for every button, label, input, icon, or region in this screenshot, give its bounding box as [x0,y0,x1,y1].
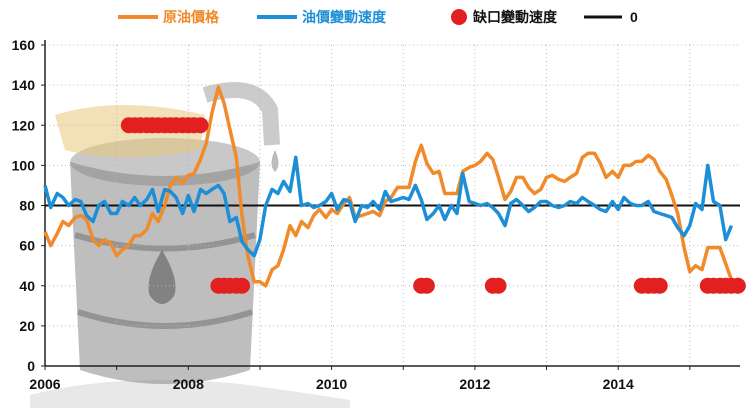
legend-label-gap-speed: 缺口變動速度 [473,9,558,25]
oil-drop-icon [148,250,176,304]
x-tick-label: 2006 [29,376,60,392]
oil-barrel-background [30,82,350,408]
gap-speed-dot [418,277,435,294]
gap-speed-dot [490,277,507,294]
y-tick-label: 140 [12,77,36,93]
gap-speed-dot [234,277,251,294]
y-tick-label: 40 [19,278,35,294]
oil-drip-icon [271,150,279,172]
gap-speed-dot [729,277,746,294]
legend: 原油價格 油價變動速度 缺口變動速度 0 [118,9,638,25]
axes: 0 20 40 60 80 100 120 140 160 2006 2008 2010 2012 201… [12,37,740,392]
legend-swatch-gap-speed [451,9,467,25]
barrel-ring-shape [74,232,256,252]
gap-speed-dot [192,117,209,134]
x-tick-label: 2012 [459,376,490,392]
x-tick-label: 2008 [173,376,204,392]
legend-label-oil-speed: 油價變動速度 [302,9,387,25]
barrel-body-shape [70,162,260,384]
y-tick-label: 0 [27,358,35,374]
y-tick-label: 20 [19,318,35,334]
legend-label-oil-price: 原油價格 [163,9,220,25]
legend-label-zero: 0 [630,9,638,25]
oil-spill-shape [30,379,350,408]
y-tick-label: 120 [12,117,36,133]
y-tick-label: 80 [19,198,35,214]
x-tick-label: 2014 [603,376,634,392]
x-tick-label: 2010 [316,376,347,392]
gap-speed-dot [651,277,668,294]
y-tick-label: 100 [12,157,36,173]
y-tick-label: 160 [12,37,36,53]
series-layer [43,85,746,294]
y-tick-label: 60 [19,238,35,254]
oil-speed-line [43,155,734,258]
